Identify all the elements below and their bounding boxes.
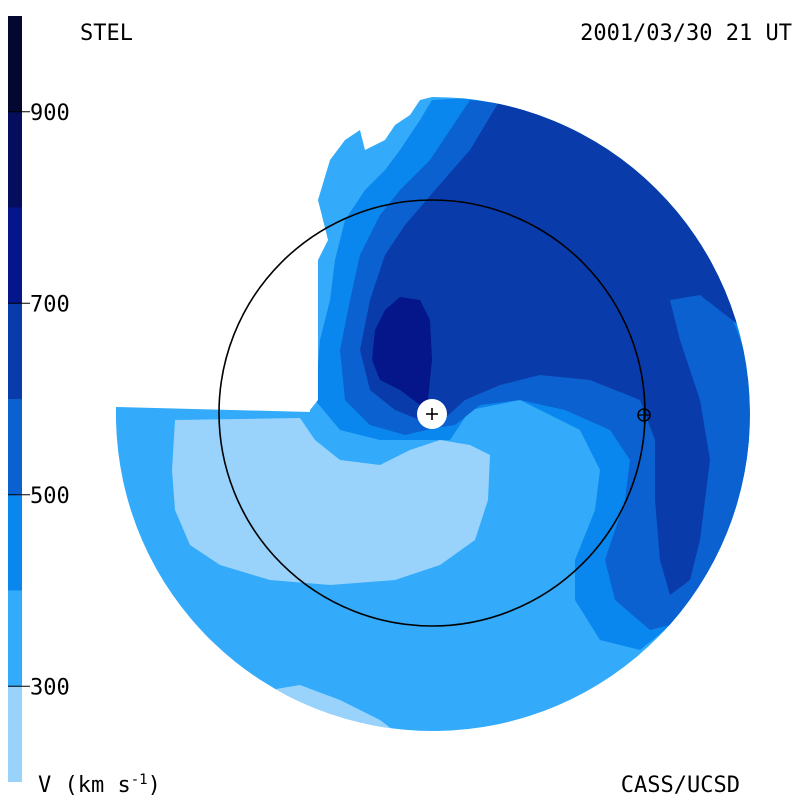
credit-label: CASS/UCSD	[621, 773, 740, 798]
colorbar-ticks: 900 700 500 300	[8, 101, 70, 700]
colorbar-segment-6	[8, 111, 22, 208]
colorbar-tick-label-3: 300	[30, 675, 70, 700]
colorbar-segment-5	[8, 207, 22, 304]
colorbar-tick-label-1: 700	[30, 292, 70, 317]
colorbar	[8, 16, 22, 782]
colorbar-tick-label-0: 900	[30, 101, 70, 126]
timestamp-label: 2001/03/30 21 UT	[580, 21, 792, 46]
slice-gap-line	[115, 403, 311, 412]
colorbar-segment-4	[8, 303, 22, 399]
colorbar-unit-label: V (km s-1)	[38, 772, 161, 798]
colorbar-segment-3	[8, 399, 22, 495]
colorbar-unit-close: )	[148, 773, 161, 798]
colorbar-unit-sup: -1	[131, 772, 148, 788]
level-700-800-region	[372, 297, 432, 405]
earth-orbit-circle	[218, 199, 646, 627]
colorbar-tick-label-2: 500	[30, 484, 70, 509]
colorbar-unit-text: V (km s	[38, 773, 131, 798]
colorbar-segment-7	[8, 16, 22, 112]
level-200-300-region	[172, 418, 490, 585]
level-600-700-region	[360, 100, 745, 595]
instrument-label: STEL	[80, 21, 133, 46]
colorbar-segment-0	[8, 686, 22, 782]
colorbar-segment-1	[8, 590, 22, 687]
colorbar-segment-2	[8, 494, 22, 591]
earth-marker-icon	[637, 408, 651, 422]
